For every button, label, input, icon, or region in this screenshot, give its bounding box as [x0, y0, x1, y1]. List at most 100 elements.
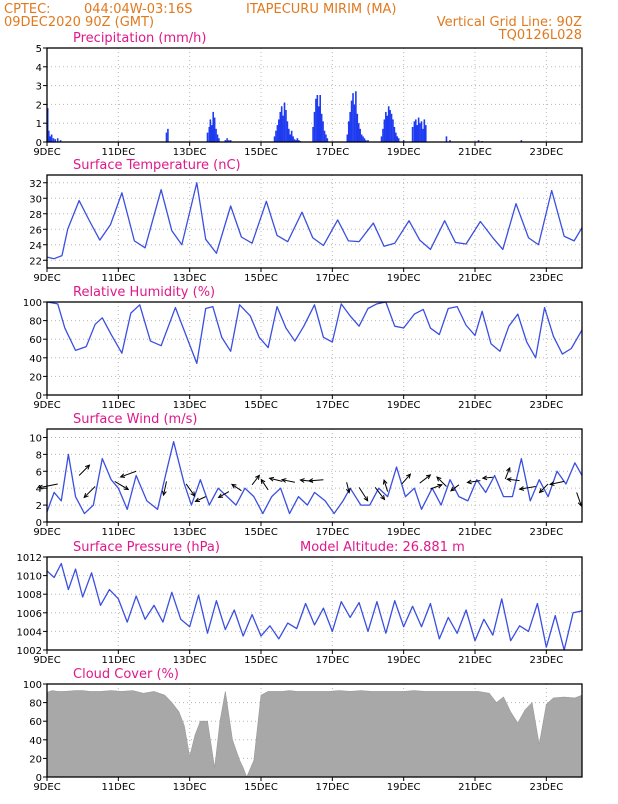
precip-bar-76: [392, 119, 394, 142]
wind-xtick-label-5: 19DEC: [387, 527, 421, 538]
cloud-ytick-label-4: 80: [29, 699, 42, 710]
wind-arrow-28: [506, 477, 520, 483]
relative-humidity-panel: 0 20 40 60 80 100 9DEC 11DEC 13DEC 15DEC 17DEC 19DE…: [23, 285, 583, 411]
pressure-xtick-label-4: 17DEC: [315, 655, 349, 666]
precip-bar-58: [353, 104, 356, 142]
header-model: TQ0126L028: [498, 28, 582, 43]
temp-title: Surface Temperature (nC): [73, 158, 241, 173]
precip-bar-25: [276, 125, 279, 142]
wind-arrow-shaft-26: [482, 476, 493, 479]
wind-arrow-shaft-19: [383, 479, 389, 492]
precip-bar-67: [367, 140, 369, 142]
wind-arrow-head-18: [380, 494, 386, 501]
cloud-xtick-label-0: 9DEC: [33, 782, 60, 793]
precip-ytick-label-2: 2: [36, 100, 42, 111]
wind-arrow-shaft-18: [374, 487, 385, 500]
humidity-ytick-label-5: 100: [23, 298, 42, 309]
precip-bar-79: [396, 136, 399, 142]
wind-arrow-10: [251, 474, 261, 486]
pressure-ytick-label-4: 1010: [17, 572, 42, 583]
wind-arrow-18: [374, 487, 386, 501]
wind-frame: [46, 428, 583, 523]
wind-ytick-label-1: 2: [36, 501, 42, 512]
precip-bar-62: [359, 128, 361, 142]
precip-bar-45: [316, 95, 319, 142]
precip-bar-51: [325, 134, 327, 142]
wind-arrow-shaft-10: [251, 475, 260, 486]
wind-arrow-shaft-5: [163, 481, 167, 496]
wind-arrow-shaft-20: [401, 473, 411, 485]
humidity-xtick-label-1: 11DEC: [101, 400, 135, 411]
temp-series-line: [46, 182, 583, 260]
wind-arrow-head-1: [85, 464, 91, 470]
wind-arrow-head-21: [425, 474, 432, 480]
cloud-ytick-label-5: 100: [23, 680, 42, 691]
precip-bar-49: [322, 121, 324, 142]
pressure-title: Surface Pressure (hPa): [73, 540, 220, 555]
precip-bar-63: [360, 134, 363, 142]
wind-arrow-head-6: [190, 491, 196, 497]
temp-xtick-label-2: 13DEC: [173, 273, 207, 284]
precip-bar-30: [283, 102, 286, 142]
wind-arrow-shaft-27: [504, 467, 511, 480]
cloud-xtick-label-4: 17DEC: [315, 782, 349, 793]
temp-xtick-label-1: 11DEC: [101, 273, 135, 284]
wind-arrow-head-4: [119, 473, 126, 478]
wind-arrow-shaft-16: [346, 482, 350, 493]
precip-xtick-label-2: 13DEC: [173, 147, 207, 158]
temp-frame: [46, 174, 583, 269]
wind-arrow-head-9: [231, 483, 237, 489]
pressure-annotation: Model Altitude: 26.881 m: [300, 540, 465, 555]
pressure-frame: [46, 556, 583, 651]
wind-arrow-27: [504, 466, 511, 480]
wind-ytick-label-0: 0: [36, 518, 42, 529]
precip-bar-86: [417, 117, 420, 142]
pressure-xtick-label-0: 9DEC: [33, 655, 60, 666]
wind-arrow-15: [307, 478, 324, 483]
cloud-ytick-label-3: 60: [29, 717, 42, 728]
precip-bar-88: [420, 121, 423, 142]
surface-temperature-panel: 22 24 26 28 30 32 9DEC 11DEC 13DEC 15DEC 17DEC 19DE…: [29, 158, 583, 284]
wind-arrow-7: [194, 496, 206, 502]
precip-bar-64: [362, 136, 364, 142]
wind-arrow-shaft-2: [83, 486, 96, 498]
precip-bar-6: [56, 138, 59, 142]
humidity-ytick-label-1: 20: [29, 372, 42, 383]
precip-bar-57: [352, 93, 354, 142]
precip-bar-14: [212, 111, 215, 142]
precip-xtick-label-0: 9DEC: [33, 147, 60, 158]
precip-bar-1: [47, 130, 50, 142]
precip-bar-83: [413, 121, 416, 142]
temp-xtick-label-0: 9DEC: [33, 273, 60, 284]
humidity-xtick-label-4: 17DEC: [315, 400, 349, 411]
precip-bar-16: [215, 128, 217, 142]
wind-arrow-shaft-32: [576, 492, 582, 507]
wind-arrow-shaft-23: [436, 476, 447, 487]
wind-arrow-head-29: [518, 486, 525, 491]
precip-bar-43: [313, 111, 316, 142]
wind-arrow-23: [436, 476, 447, 487]
wind-arrow-25: [466, 479, 481, 485]
precip-bar-52: [326, 138, 329, 142]
pressure-ytick-label-5: 1012: [17, 553, 42, 564]
precip-bar-96: [520, 140, 523, 142]
precip-bar-82: [411, 126, 414, 142]
wind-arrow-head-8: [217, 493, 224, 499]
wind-arrow-head-24: [450, 486, 456, 492]
wind-arrow-16: [345, 482, 351, 494]
wind-arrow-4: [119, 470, 137, 478]
humidity-series-line: [46, 301, 583, 365]
pressure-xtick-label-1: 11DEC: [101, 655, 135, 666]
humidity-frame: [46, 301, 583, 396]
wind-xtick-label-0: 9DEC: [33, 527, 60, 538]
wind-arrow-2: [83, 486, 96, 499]
wind-arrow-head-14: [299, 478, 305, 483]
humidity-title: Relative Humidity (%): [73, 285, 215, 300]
wind-arrow-shaft-7: [195, 496, 206, 502]
wind-arrow-0: [37, 483, 58, 490]
precip-xtick-label-1: 11DEC: [101, 147, 135, 158]
wind-arrow-shaft-15: [308, 479, 324, 482]
wind-arrow-shaft-6: [185, 483, 196, 497]
wind-arrow-20: [401, 473, 412, 485]
